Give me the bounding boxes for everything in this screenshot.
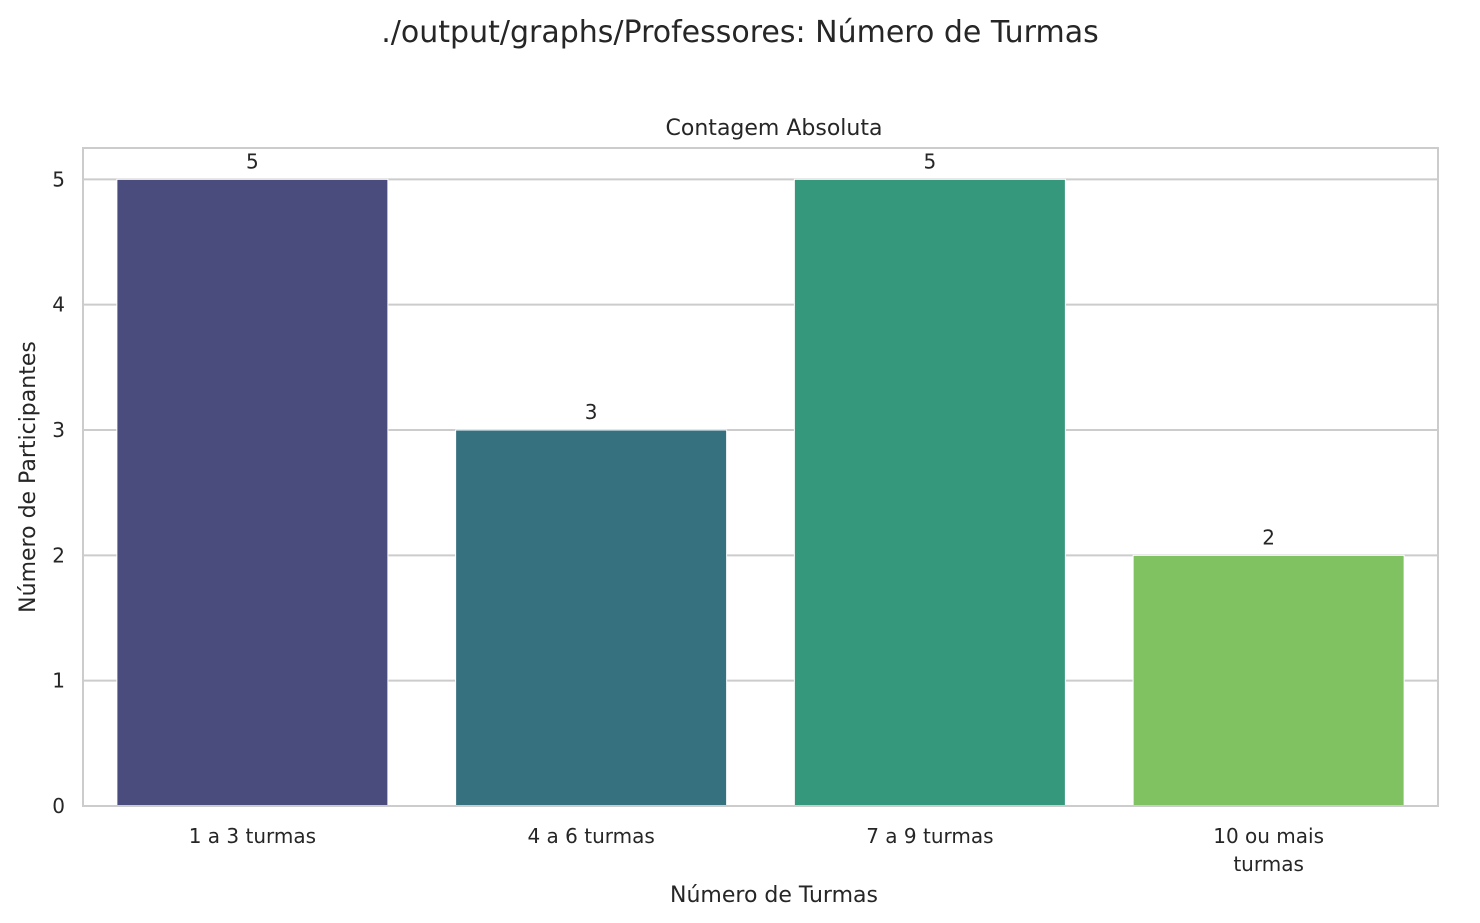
bar-value-label: 5 xyxy=(924,149,937,173)
bar-value-label: 5 xyxy=(246,149,259,173)
y-axis-ticks: 0 1 2 3 4 5 xyxy=(52,167,65,818)
bar xyxy=(793,178,1066,807)
data-labels: 5 3 5 2 xyxy=(246,149,1275,549)
x-tick-label-line: turmas xyxy=(1233,852,1304,876)
y-tick-label: 0 xyxy=(52,794,65,818)
bar-value-label: 3 xyxy=(585,400,598,424)
x-tick-label: 10 ou mais turmas xyxy=(1213,824,1324,876)
y-tick-label: 2 xyxy=(52,543,65,567)
bar-value-label: 2 xyxy=(1262,525,1275,549)
figure-suptitle: ./output/graphs/Professores: Número de T… xyxy=(381,15,1098,50)
plot-frame xyxy=(82,147,1439,807)
x-tick-label: 1 a 3 turmas xyxy=(189,824,316,848)
y-tick-label: 4 xyxy=(52,293,65,317)
bar xyxy=(455,429,728,807)
y-tick-label: 3 xyxy=(52,418,65,442)
x-tick-label: 7 a 9 turmas xyxy=(866,824,993,848)
bar xyxy=(1132,554,1405,807)
x-tick-label-line: 1 a 3 turmas xyxy=(189,824,316,848)
bar xyxy=(116,178,389,807)
x-axis-label: Número de Turmas xyxy=(670,883,878,908)
chart-title: Contagem Absoluta xyxy=(666,116,883,141)
bars xyxy=(116,178,1405,807)
x-tick-label-line: 10 ou mais xyxy=(1213,824,1324,848)
y-tick-label: 5 xyxy=(52,167,65,191)
x-tick-label: 4 a 6 turmas xyxy=(527,824,654,848)
x-tick-label-line: 7 a 9 turmas xyxy=(866,824,993,848)
x-tick-label-line: 4 a 6 turmas xyxy=(527,824,654,848)
y-tick-label: 1 xyxy=(52,669,65,693)
y-axis-label: Número de Participantes xyxy=(16,341,41,613)
x-axis-ticks: 1 a 3 turmas 4 a 6 turmas 7 a 9 turmas 10 o… xyxy=(189,824,1324,876)
